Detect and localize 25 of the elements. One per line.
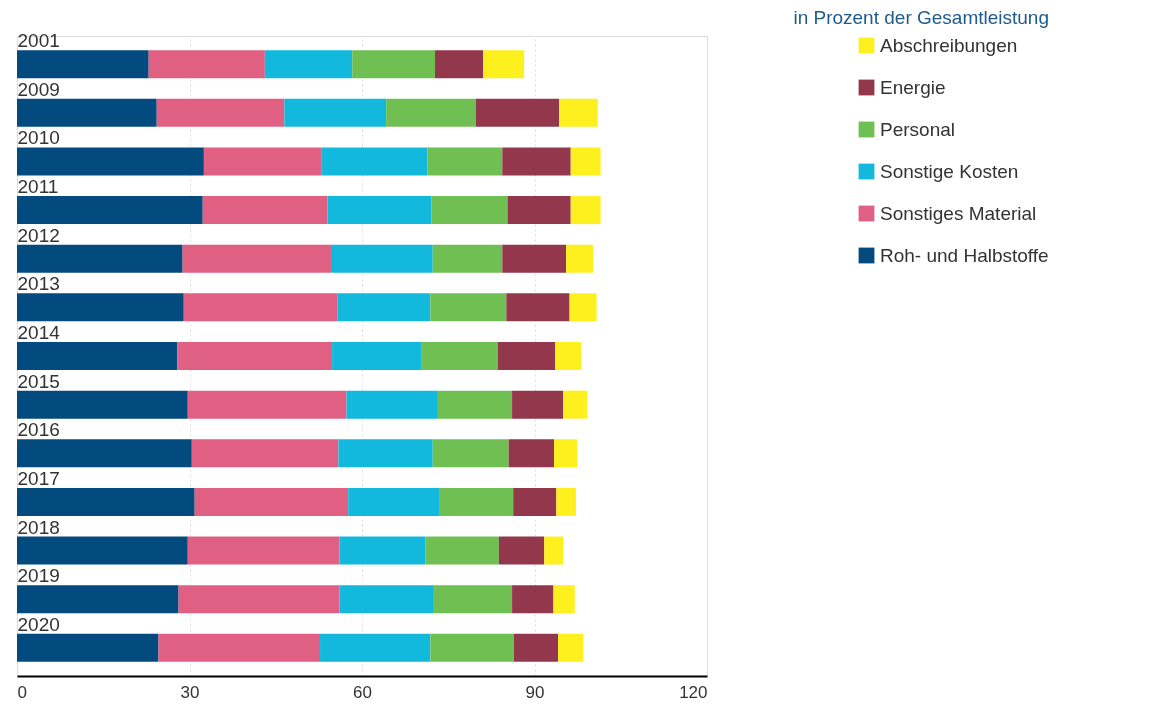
y-tick-label: 2017 (17, 467, 60, 489)
y-tick-label: 2010 (17, 127, 60, 149)
y-tick-label: 2020 (17, 613, 60, 635)
legend-label: Personal (880, 118, 955, 140)
legend-label: Abschreibungen (880, 34, 1018, 56)
x-tick-label: 30 (180, 682, 200, 702)
y-tick-label: 2001 (17, 30, 60, 52)
x-tick-label: 90 (525, 682, 545, 702)
y-tick-label: 2015 (17, 370, 60, 392)
text: in Prozent der Gesamtleistung (793, 6, 1049, 28)
legend-label: Roh- und Halbstoffe (880, 244, 1049, 266)
y-tick-label: 2014 (17, 322, 61, 343)
y-tick-label: 2009 (17, 78, 60, 100)
x-tick-label: 120 (679, 682, 708, 702)
legend-label: Sonstige Kosten (880, 160, 1019, 182)
legend-label: Energie (880, 76, 946, 98)
y-tick-label: 2019 (17, 565, 60, 587)
y-tick-label: 2016 (17, 419, 60, 441)
y-tick-label: 2018 (17, 516, 60, 538)
x-tick-label: 0 (17, 682, 27, 702)
y-tick-label: 2012 (17, 224, 60, 246)
x-tick-label: 60 (353, 682, 372, 702)
y-tick-label: 2011 (17, 176, 59, 198)
legend-label: Sonstiges Material (880, 202, 1037, 224)
y-tick-label: 2013 (17, 273, 60, 295)
